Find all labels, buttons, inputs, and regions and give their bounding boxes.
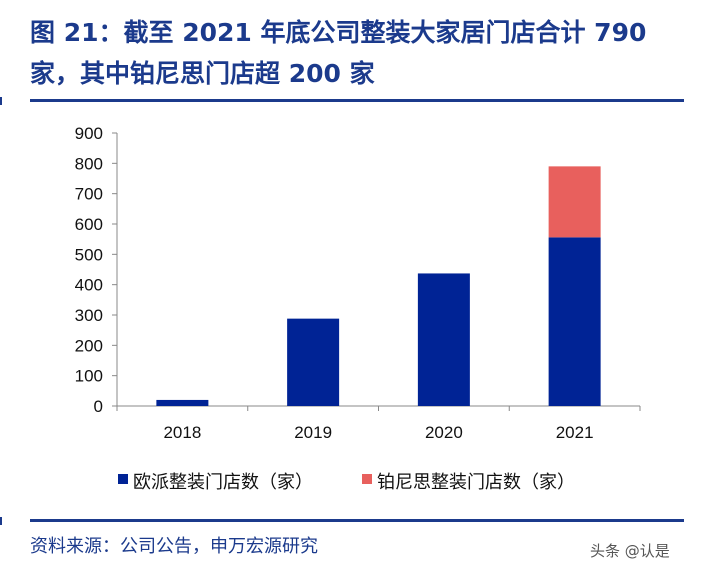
x-tick-label: 2018 xyxy=(163,423,201,442)
bar-series0-2021 xyxy=(548,237,601,406)
x-tick-label: 2021 xyxy=(556,423,594,442)
x-tick-label: 2019 xyxy=(294,423,332,442)
legend-label-0: 欧派整装门店数（家） xyxy=(133,472,313,493)
y-tick-label: 0 xyxy=(94,397,103,416)
bar-series0-2018 xyxy=(156,399,209,406)
y-axis: 0 100 200 300 400 500 600 700 800 900 xyxy=(75,124,118,416)
bar-chart: 0 100 200 300 400 500 600 700 800 900 2018 2019 202… xyxy=(75,124,641,493)
footer-divider xyxy=(30,519,684,522)
legend-swatch-0 xyxy=(118,474,128,484)
y-tick-label: 900 xyxy=(75,124,103,143)
legend-label-1: 铂尼思整装门店数（家） xyxy=(377,472,575,493)
title-divider xyxy=(30,99,684,102)
legend-swatch-1 xyxy=(362,474,372,484)
y-tick-label: 600 xyxy=(75,215,103,234)
y-tick-label: 500 xyxy=(75,245,103,264)
bar-series1-2021 xyxy=(548,166,601,238)
y-tick-label: 100 xyxy=(75,367,103,386)
left-edge-mark-bottom xyxy=(0,517,2,525)
left-edge-mark-top xyxy=(0,97,2,105)
figure-title: 图 21：截至 2021 年底公司整装大家居门店合计 790 家，其中铂尼思门店… xyxy=(30,18,647,88)
legend: 欧派整装门店数（家） 铂尼思整装门店数（家） xyxy=(118,472,575,493)
x-axis: 2018 2019 2020 2021 xyxy=(116,405,641,442)
y-tick-label: 400 xyxy=(75,276,103,295)
bar-series0-2020 xyxy=(417,273,470,406)
source-note: 资料来源：公司公告，申万宏源研究 xyxy=(30,536,318,557)
y-tick-label: 800 xyxy=(75,154,103,173)
bars xyxy=(156,166,601,406)
bar-series0-2019 xyxy=(287,318,340,406)
y-tick-label: 200 xyxy=(75,336,103,355)
watermark: 头条 @认是 xyxy=(590,542,670,560)
x-tick-label: 2020 xyxy=(425,423,463,442)
y-tick-label: 300 xyxy=(75,306,103,325)
y-tick-label: 700 xyxy=(75,185,103,204)
